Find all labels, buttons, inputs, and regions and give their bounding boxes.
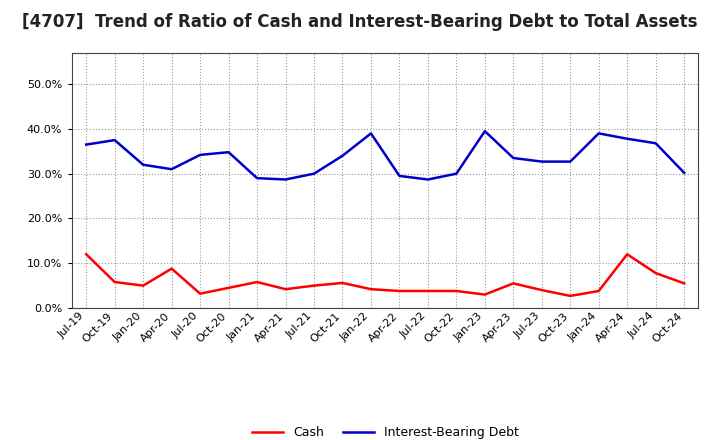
Cash [338, 280, 347, 286]
Line: Interest-Bearing Debt: Interest-Bearing Debt [86, 131, 684, 180]
Interest-Bearing Debt [537, 159, 546, 164]
Interest-Bearing Debt [167, 167, 176, 172]
Interest-Bearing Debt [338, 153, 347, 158]
Interest-Bearing Debt [196, 152, 204, 158]
Interest-Bearing Debt [395, 173, 404, 179]
Cash [537, 287, 546, 293]
Line: Cash: Cash [86, 254, 684, 296]
Cash [652, 271, 660, 276]
Interest-Bearing Debt [253, 176, 261, 181]
Cash [225, 285, 233, 290]
Interest-Bearing Debt [452, 171, 461, 176]
Text: [4707]  Trend of Ratio of Cash and Interest-Bearing Debt to Total Assets: [4707] Trend of Ratio of Cash and Intere… [22, 13, 698, 31]
Cash [452, 288, 461, 293]
Cash [395, 288, 404, 293]
Cash [196, 291, 204, 296]
Cash [139, 283, 148, 288]
Interest-Bearing Debt [282, 177, 290, 182]
Cash [310, 283, 318, 288]
Cash [423, 288, 432, 293]
Interest-Bearing Debt [680, 170, 688, 176]
Interest-Bearing Debt [423, 177, 432, 182]
Cash [366, 286, 375, 292]
Interest-Bearing Debt [225, 150, 233, 155]
Interest-Bearing Debt [652, 141, 660, 146]
Interest-Bearing Debt [595, 131, 603, 136]
Interest-Bearing Debt [139, 162, 148, 167]
Interest-Bearing Debt [509, 155, 518, 161]
Cash [167, 266, 176, 271]
Interest-Bearing Debt [566, 159, 575, 164]
Cash [595, 288, 603, 293]
Cash [82, 252, 91, 257]
Legend: Cash, Interest-Bearing Debt: Cash, Interest-Bearing Debt [247, 422, 523, 440]
Interest-Bearing Debt [110, 137, 119, 143]
Cash [110, 279, 119, 285]
Cash [680, 281, 688, 286]
Cash [566, 293, 575, 299]
Cash [480, 292, 489, 297]
Cash [282, 286, 290, 292]
Cash [253, 279, 261, 285]
Interest-Bearing Debt [310, 171, 318, 176]
Cash [623, 252, 631, 257]
Interest-Bearing Debt [366, 131, 375, 136]
Interest-Bearing Debt [623, 136, 631, 141]
Interest-Bearing Debt [480, 128, 489, 134]
Interest-Bearing Debt [82, 142, 91, 147]
Cash [509, 281, 518, 286]
